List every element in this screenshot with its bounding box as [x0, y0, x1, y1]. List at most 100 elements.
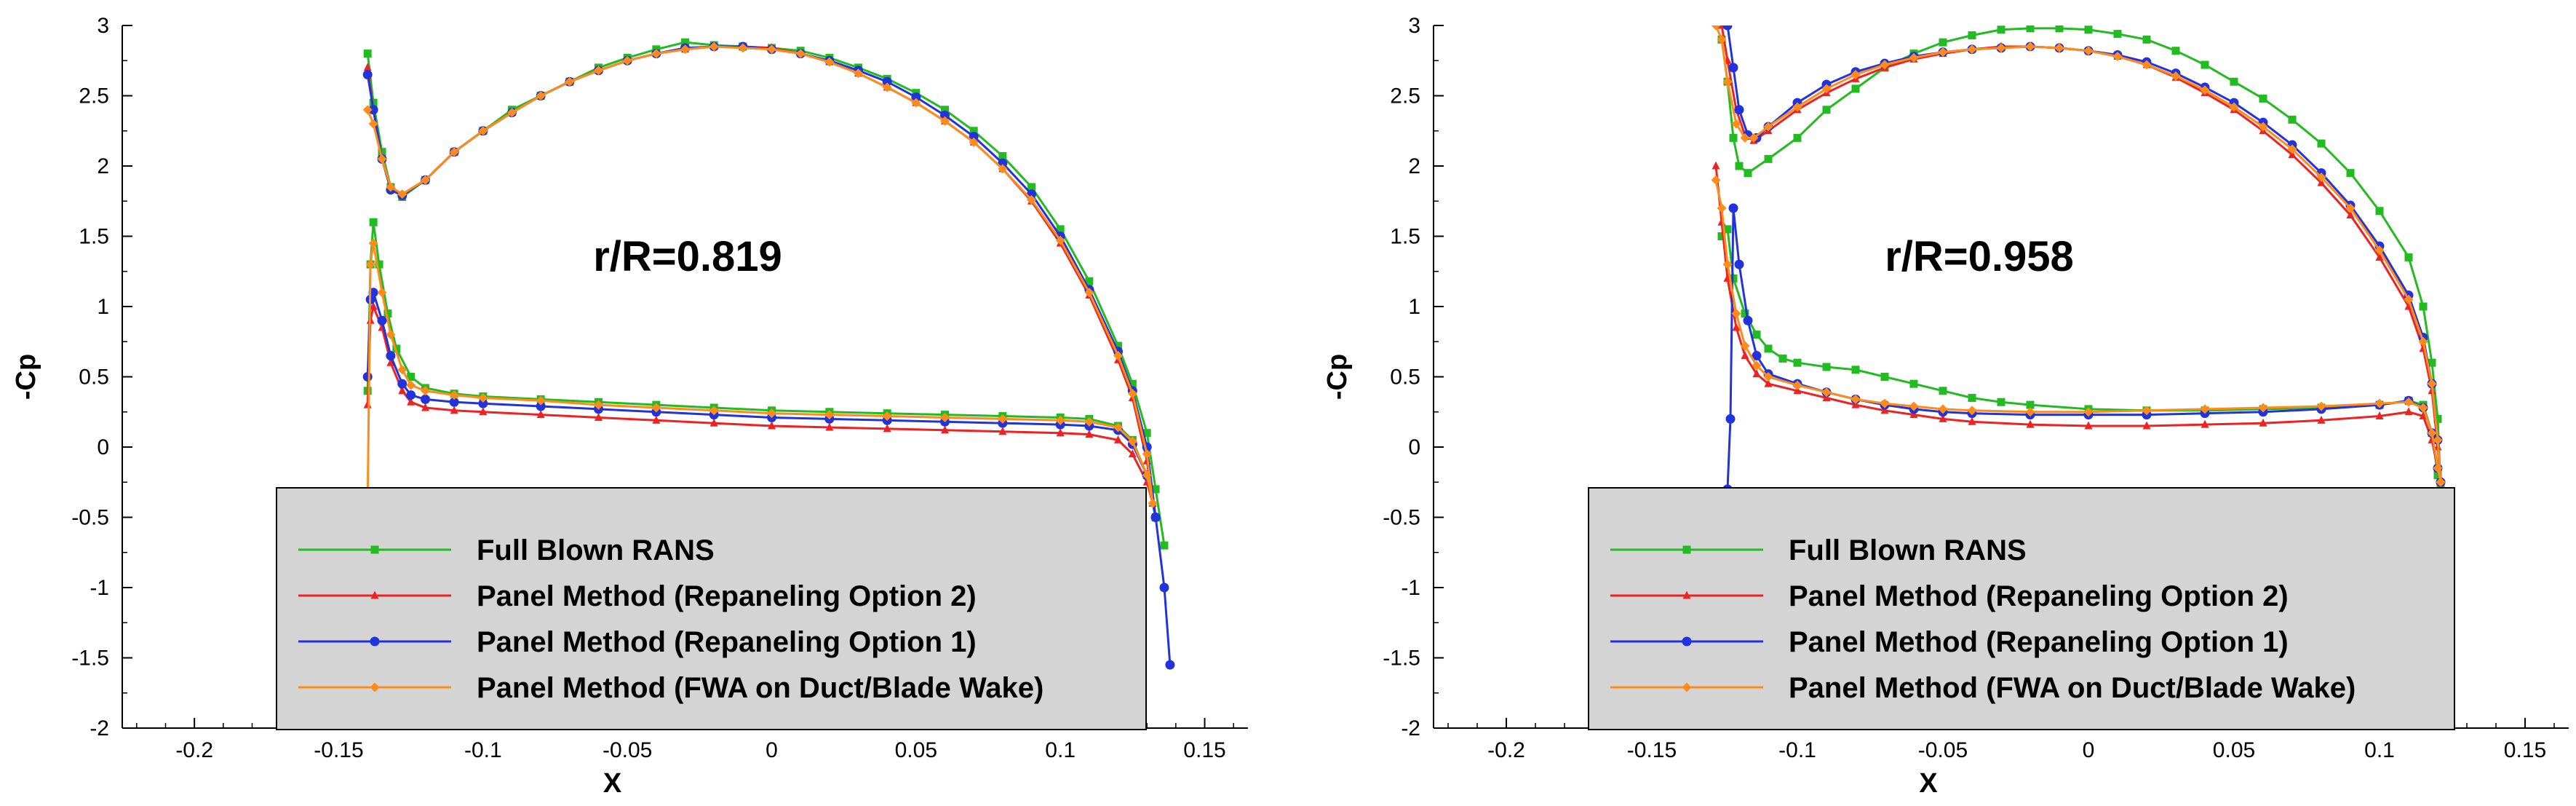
- data-point: [2055, 25, 2064, 33]
- data-point: [377, 154, 387, 164]
- data-point: [1880, 406, 1889, 414]
- data-point: [1735, 162, 1744, 170]
- data-point: [1114, 435, 1122, 443]
- data-point: [2054, 43, 2064, 53]
- legend-swatch-marker: [370, 682, 380, 692]
- data-point: [1160, 541, 1169, 550]
- legend-item: Panel Method (Repaneling Option 2): [298, 580, 977, 612]
- data-point: [1722, 259, 1733, 269]
- data-point: [998, 427, 1007, 435]
- data-point: [2418, 403, 2428, 413]
- data-point: [2259, 418, 2267, 427]
- data-point: [1740, 133, 1750, 143]
- plot-area: [362, 38, 1175, 670]
- data-point: [1151, 485, 1160, 494]
- data-point: [998, 414, 1008, 424]
- data-point: [383, 309, 392, 318]
- data-point: [2288, 115, 2297, 124]
- data-point: [1711, 175, 1721, 185]
- data-point: [2084, 25, 2093, 34]
- y-tick-label: 0: [97, 435, 109, 459]
- data-point: [1142, 470, 1152, 481]
- data-point: [2404, 253, 2413, 261]
- data-point: [478, 392, 488, 403]
- data-point: [1851, 84, 1860, 93]
- data-point: [2083, 407, 2094, 417]
- data-point: [1159, 582, 1169, 593]
- data-point: [709, 418, 718, 427]
- y-tick-label: 2: [97, 154, 109, 178]
- data-point: [1056, 428, 1065, 437]
- data-point: [709, 42, 719, 52]
- data-point: [2171, 71, 2181, 81]
- data-point: [622, 55, 632, 66]
- x-tick-label: 0: [766, 738, 778, 762]
- y-tick-label: 2.5: [1390, 84, 1420, 108]
- y-tick-label: -1: [1401, 576, 1420, 600]
- legend-label: Panel Method (FWA on Duct/Blade Wake): [477, 672, 1043, 704]
- data-point: [1997, 25, 2005, 34]
- data-point: [478, 126, 488, 136]
- y-tick-label: 1.5: [79, 225, 109, 249]
- data-point: [795, 49, 806, 59]
- data-point: [2142, 60, 2152, 70]
- data-point: [1967, 44, 1977, 55]
- data-point: [1909, 401, 1919, 411]
- data-point: [594, 66, 603, 76]
- data-point: [1850, 394, 1861, 404]
- data-point: [2083, 46, 2094, 56]
- radius-annotation: r/R=0.958: [1885, 233, 2074, 280]
- y-tick-label: 1: [97, 295, 109, 319]
- data-point: [397, 365, 408, 375]
- x-tick-label: 0.1: [2364, 738, 2395, 762]
- data-point: [1752, 351, 1762, 361]
- x-tick-label: 0.05: [895, 738, 937, 762]
- legend-label: Panel Method (Repaneling Option 1): [477, 626, 977, 658]
- legend-label: Full Blown RANS: [477, 534, 715, 566]
- legend-label: Panel Method (Repaneling Option 2): [1789, 580, 2289, 612]
- data-point: [1712, 161, 1720, 170]
- data-point: [2201, 419, 2209, 428]
- data-point: [2404, 397, 2414, 407]
- data-point: [1731, 309, 1741, 319]
- data-point: [2201, 60, 2209, 69]
- data-point: [1085, 430, 1094, 438]
- legend: Full Blown RANS Panel Method (Repaneling …: [1588, 487, 2455, 730]
- legend-swatch-marker: [370, 590, 379, 599]
- x-tick-label: -0.05: [603, 738, 652, 762]
- data-point: [2112, 51, 2123, 61]
- data-point: [397, 379, 408, 389]
- legend: Full Blown RANS Panel Method (Repaneling …: [276, 487, 1147, 730]
- data-point: [2404, 407, 2413, 416]
- data-point: [2346, 210, 2355, 219]
- data-point: [882, 411, 892, 422]
- legend-item: Panel Method (FWA on Duct/Blade Wake): [1610, 672, 2356, 704]
- data-point: [397, 189, 408, 199]
- data-point: [1938, 404, 1948, 414]
- data-point: [1793, 386, 1802, 395]
- series-line-lower: [1726, 208, 2442, 489]
- legend-swatch-marker: [1682, 682, 1692, 692]
- data-point: [362, 70, 373, 80]
- data-point: [2427, 379, 2437, 389]
- legend-item: Panel Method (Repaneling Option 1): [1610, 626, 2289, 658]
- data-point: [2113, 30, 2122, 39]
- data-point: [1752, 369, 1761, 378]
- x-tick-label: -0.1: [1778, 738, 1816, 762]
- plot-area: [1711, 25, 2446, 494]
- data-point: [2316, 401, 2326, 411]
- data-point: [1717, 203, 1727, 213]
- data-point: [536, 410, 545, 419]
- data-point: [594, 400, 603, 410]
- data-point: [1725, 414, 1736, 424]
- y-tick-label: 3: [97, 14, 109, 38]
- data-point: [652, 415, 661, 424]
- legend-swatch-marker: [1682, 590, 1691, 599]
- data-point: [1113, 351, 1123, 361]
- data-point: [767, 408, 776, 419]
- data-point: [1148, 498, 1158, 508]
- data-point: [1055, 235, 1065, 245]
- y-tick-label: 2: [1408, 154, 1420, 178]
- data-point: [1717, 232, 1726, 240]
- data-point: [709, 406, 719, 416]
